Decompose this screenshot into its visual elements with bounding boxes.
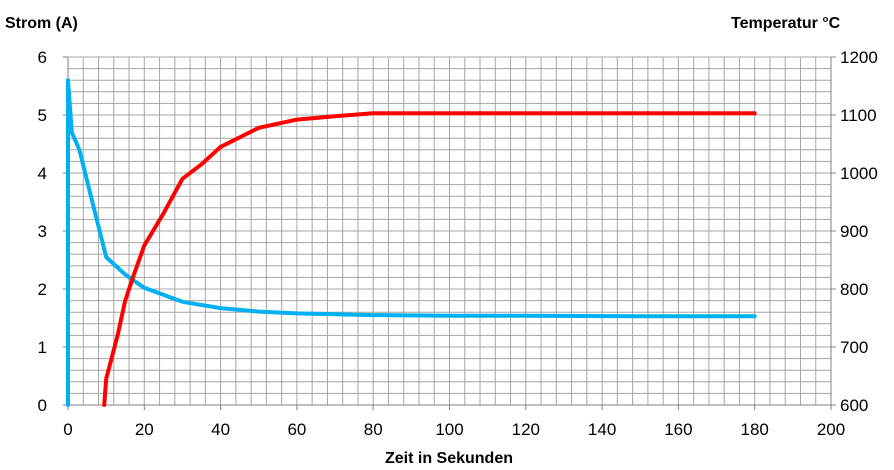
y-right-tick-label: 800 bbox=[840, 280, 868, 299]
y-left-tick-label: 4 bbox=[38, 164, 47, 183]
series-layer bbox=[66, 78, 757, 407]
y-left-tick-label: 1 bbox=[38, 338, 47, 357]
y-right-tick-label: 900 bbox=[840, 222, 868, 241]
x-tick-label: 180 bbox=[741, 420, 769, 439]
y-right-tick-label: 1000 bbox=[840, 164, 878, 183]
grid bbox=[68, 57, 831, 405]
series-line-current bbox=[66, 78, 757, 407]
y-left-tick-label: 3 bbox=[38, 222, 47, 241]
x-tick-label: 140 bbox=[588, 420, 616, 439]
y-left-tick-label: 5 bbox=[38, 106, 47, 125]
x-tick-label: 200 bbox=[817, 420, 845, 439]
x-tick-label: 60 bbox=[287, 420, 306, 439]
x-tick-label: 40 bbox=[211, 420, 230, 439]
x-tick-label: 100 bbox=[435, 420, 463, 439]
y-right-tick-label: 1200 bbox=[840, 48, 878, 67]
x-tick-label: 160 bbox=[664, 420, 692, 439]
y-left-axis-title: Strom (A) bbox=[5, 15, 78, 32]
x-tick-label: 20 bbox=[135, 420, 154, 439]
y-left-tick-label: 2 bbox=[38, 280, 47, 299]
y-right-axis-title: Temperatur °C bbox=[731, 15, 841, 32]
y-left-tick-label: 6 bbox=[38, 48, 47, 67]
x-tick-label: 80 bbox=[364, 420, 383, 439]
x-axis-title: Zeit in Sekunden bbox=[385, 450, 513, 467]
series-line-temperature bbox=[102, 111, 757, 407]
x-tick-label: 120 bbox=[512, 420, 540, 439]
y-right-tick-label: 600 bbox=[840, 396, 868, 415]
x-tick-label: 0 bbox=[63, 420, 72, 439]
y-right-tick-label: 1100 bbox=[840, 106, 877, 125]
y-right-tick-label: 700 bbox=[840, 338, 868, 357]
tick-labels: 0 20 40 60 80 100 120 140 160 180 200 0 1 2 3 4 5 6 600 700… bbox=[38, 48, 878, 439]
y-left-tick-label: 0 bbox=[38, 396, 47, 415]
